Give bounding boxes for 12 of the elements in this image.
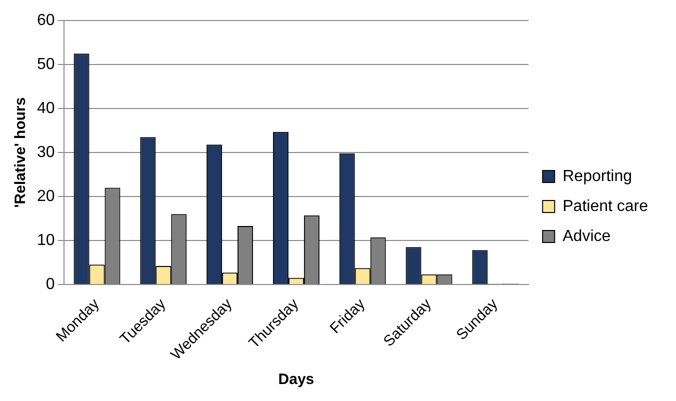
legend-label: Advice — [562, 228, 611, 245]
y-axis-title: 'Relative' hours — [12, 97, 30, 208]
y-tick-label: 0 — [46, 276, 55, 293]
y-tick-label: 10 — [37, 232, 55, 249]
y-tick-label: 50 — [37, 56, 55, 73]
x-axis-title: Days — [278, 371, 314, 388]
y-tick-label: 40 — [37, 100, 55, 117]
y-tick-label: 30 — [37, 144, 55, 161]
legend-label: Reporting — [562, 168, 632, 185]
y-tick-label: 20 — [37, 188, 55, 205]
legend-label: Patient care — [562, 198, 648, 215]
y-tick-label: 60 — [37, 12, 55, 30]
